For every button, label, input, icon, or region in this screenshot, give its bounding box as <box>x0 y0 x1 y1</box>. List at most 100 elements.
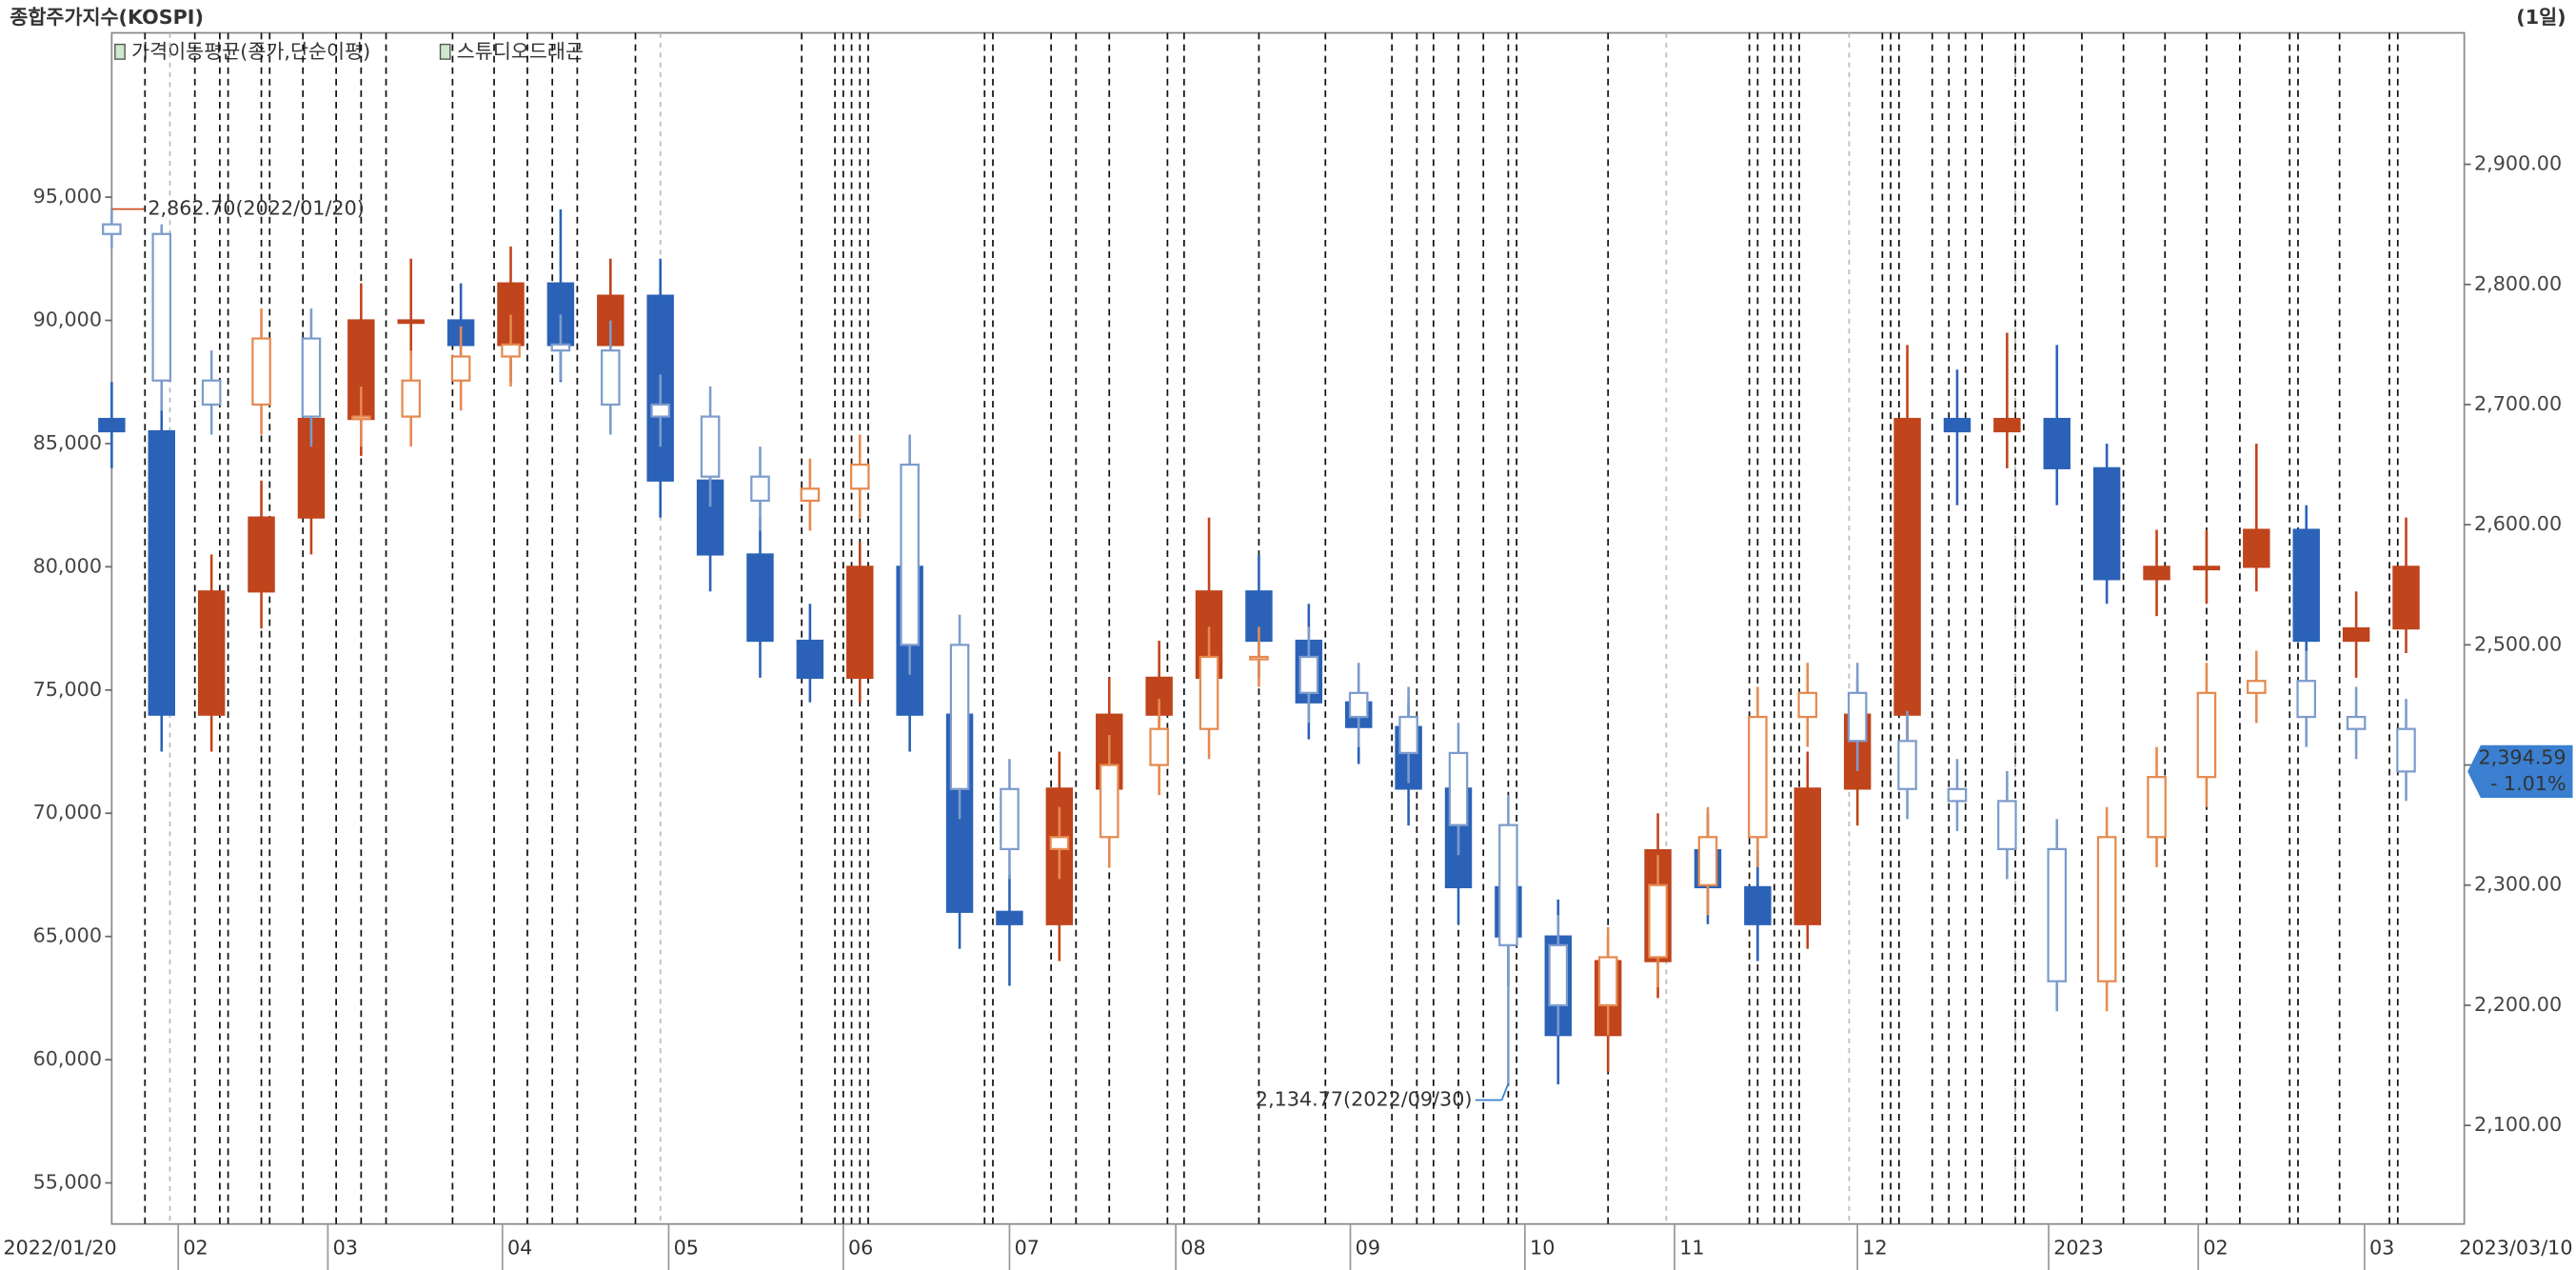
candle-body <box>846 566 874 679</box>
candle-body <box>148 429 175 716</box>
candle-body <box>2296 680 2317 719</box>
period-label: (1일) <box>2516 6 2566 29</box>
candle-body <box>2243 528 2270 568</box>
candle-body <box>501 343 521 358</box>
candle-body <box>996 910 1023 925</box>
x-tick-label: 08 <box>1180 1237 1205 1260</box>
y2-tick-label: 2,700.00 <box>2474 392 2562 415</box>
candle-body <box>1597 956 1618 1007</box>
candle-body <box>251 337 271 407</box>
y-tick-label: 60,000 <box>33 1047 102 1070</box>
annotation: 2,134.77(2022/09/30) <box>1256 1088 1473 1111</box>
y2-tick-label: 2,200.00 <box>2474 993 2562 1016</box>
candle-body <box>1947 787 1968 803</box>
y-tick-label: 85,000 <box>33 431 102 454</box>
y2-tick-label: 2,100.00 <box>2474 1113 2562 1136</box>
candle-body <box>1993 417 2021 433</box>
candle-body <box>700 415 721 478</box>
y-tick-label: 95,000 <box>33 185 102 208</box>
x-tick-label: 02 <box>183 1237 208 1260</box>
candle-body <box>2192 566 2221 571</box>
y2-tick-label: 2,800.00 <box>2474 272 2562 295</box>
chart-title: 종합주가지수(KOSPI) <box>10 6 204 29</box>
x-end-label: 2023/03/10 <box>2459 1237 2572 1260</box>
x-tick-label: 10 <box>1530 1237 1555 1260</box>
annotation: 2,862.70(2022/01/20) <box>148 197 365 220</box>
candle-body <box>197 590 226 716</box>
x-tick-label: 05 <box>674 1237 699 1260</box>
x-tick-label: 12 <box>1862 1237 1887 1260</box>
candle-body <box>1298 655 1319 694</box>
candle-body <box>900 463 920 646</box>
candle-body <box>397 319 425 325</box>
y2-tick-label: 2,500.00 <box>2474 632 2562 655</box>
candle-body <box>1793 787 1821 925</box>
candle-body <box>2096 836 2117 982</box>
candle-body <box>450 355 471 382</box>
candle-body <box>1099 764 1120 839</box>
candle-body <box>1847 691 1868 743</box>
candle-body <box>1398 715 1418 755</box>
candle-body <box>1897 740 1917 790</box>
y-tick-label: 55,000 <box>33 1171 102 1194</box>
y-tick-label: 75,000 <box>33 678 102 701</box>
candle-body <box>2346 715 2367 730</box>
candle-body <box>1448 751 1469 826</box>
candle-body <box>2043 417 2071 469</box>
y-tick-label: 90,000 <box>33 308 102 331</box>
legend-icon <box>114 43 126 60</box>
x-tick-label: 11 <box>1679 1237 1704 1260</box>
x-tick-label: 06 <box>848 1237 873 1260</box>
candle-body <box>102 223 122 235</box>
candle-body <box>1648 883 1668 959</box>
candle-body <box>1249 655 1269 661</box>
y-tick-label: 70,000 <box>33 801 102 824</box>
y2-tick-label: 2,300.00 <box>2474 873 2562 896</box>
candle-body <box>1797 691 1818 719</box>
candle-body <box>949 644 970 790</box>
y-tick-label: 65,000 <box>33 924 102 947</box>
candle-body <box>1748 715 1768 839</box>
candle-body <box>1145 676 1173 716</box>
candle-body <box>401 379 422 418</box>
candle-body <box>1348 691 1369 719</box>
candle-body <box>351 415 371 421</box>
candle-body <box>248 516 275 593</box>
last-value-label: 2,394.59 <box>2479 746 2566 769</box>
x-tick-label: 03 <box>333 1237 358 1260</box>
y2-tick-label: 2,900.00 <box>2474 152 2562 175</box>
candle-body <box>2047 847 2068 982</box>
legend-icon <box>439 43 451 60</box>
candle-body <box>2092 466 2121 581</box>
annotation-leader <box>1500 1082 1510 1101</box>
candle-body <box>151 232 172 382</box>
last-value-box <box>2467 744 2573 798</box>
candle-body <box>796 639 824 679</box>
candle-body <box>1548 943 1569 1007</box>
x-start-label: 2022/01/20 <box>3 1237 116 1260</box>
plot-frame <box>110 31 2466 1225</box>
candle-body <box>650 403 670 418</box>
x-tick-label: 09 <box>1356 1237 1380 1260</box>
change-label: - 1.01% <box>2490 772 2566 795</box>
candle-body <box>1697 836 1718 886</box>
y-tick-label: 80,000 <box>33 554 102 577</box>
candle-body <box>2143 566 2170 581</box>
candle-body <box>1149 727 1169 766</box>
candle-body <box>1498 824 1518 946</box>
candle-body <box>601 349 621 407</box>
x-tick-label: 07 <box>1015 1237 1040 1260</box>
legend-item: 가격이동평균(종가,단순이평) <box>131 40 370 63</box>
x-tick-label: 03 <box>2369 1237 2394 1260</box>
candle-body <box>2392 566 2420 630</box>
candle-body <box>98 417 126 433</box>
x-tick-label: 02 <box>2203 1237 2228 1260</box>
candle-body <box>2396 727 2416 773</box>
candle-body <box>746 553 774 643</box>
x-tick-label: 2023 <box>2053 1237 2104 1260</box>
x-tick-label: 04 <box>507 1237 532 1260</box>
candle-body <box>2196 691 2217 779</box>
